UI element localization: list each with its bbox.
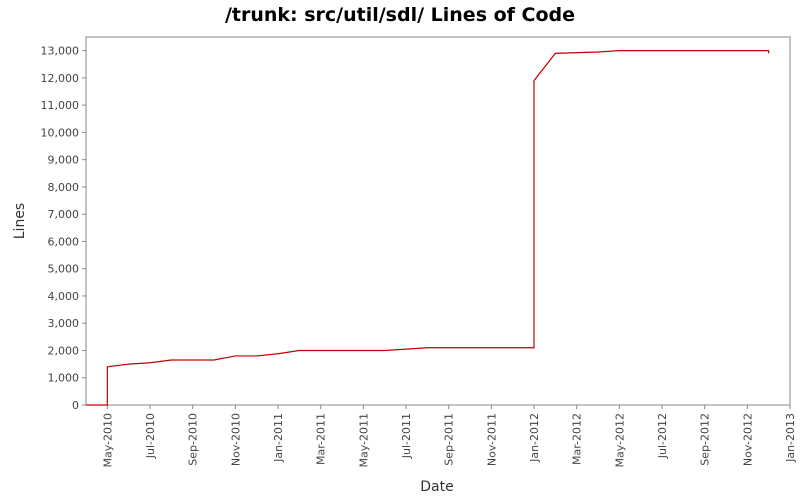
y-tick-label: 10,000 [41,126,80,139]
x-tick-label: Nov-2012 [741,413,754,466]
y-tick-label: 8,000 [48,181,80,194]
y-tick-label: 9,000 [48,154,80,167]
x-tick-label: Jan-2012 [528,413,541,463]
x-tick-label: Mar-2011 [315,413,328,465]
x-tick-label: Jul-2010 [144,413,157,459]
x-tick-label: Sep-2012 [699,413,712,466]
plot-area [85,36,791,406]
x-tick-label: Nov-2011 [485,413,498,466]
y-tick-label: 4,000 [48,290,80,303]
y-tick-label: 3,000 [48,317,80,330]
y-tick-label: 12,000 [41,72,80,85]
y-tick-label: 2,000 [48,344,80,357]
x-tick-label: Jan-2013 [784,413,797,463]
x-axis-label: Date [420,479,453,495]
x-tick-label: Jul-2012 [656,413,669,459]
y-tick-label: 0 [72,399,79,412]
x-tick-label: May-2012 [613,413,626,468]
y-tick-label: 1,000 [48,372,80,385]
y-tick-label: 11,000 [41,99,80,112]
y-axis-label: Lines [12,203,28,239]
y-tick-label: 6,000 [48,235,80,248]
line-series [86,50,770,406]
x-tick-label: May-2010 [101,413,114,468]
x-tick-label: Mar-2012 [571,413,584,465]
x-tick-label: Sep-2010 [187,413,200,466]
chart-title: /trunk: src/util/sdl/ Lines of Code [225,4,575,26]
y-tick-label: 13,000 [41,45,80,58]
y-tick-label: 7,000 [48,208,80,221]
y-tick-label: 5,000 [48,263,80,276]
x-tick-label: Sep-2011 [443,413,456,466]
x-tick-label: Jan-2011 [272,413,285,463]
x-tick-label: Jul-2011 [400,413,413,459]
x-tick-label: May-2011 [357,413,370,468]
x-tick-label: Nov-2010 [229,413,242,466]
